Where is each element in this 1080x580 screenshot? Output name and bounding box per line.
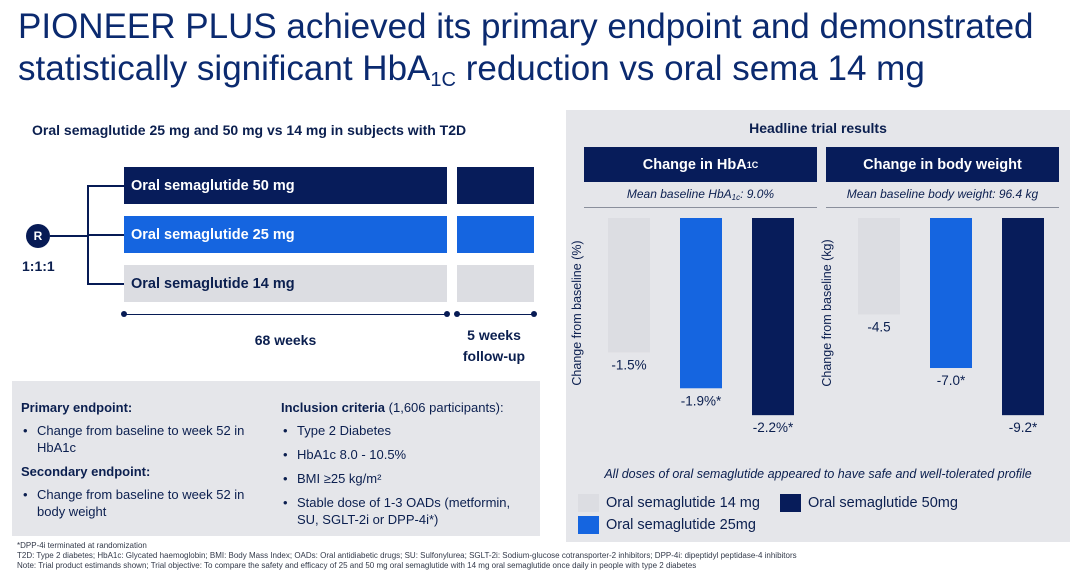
followup-line-2: follow-up [462, 348, 526, 364]
hba1c-baseline-post: : 9.0% [740, 187, 775, 201]
legend-item-14mg: Oral semaglutide 14 mg [578, 494, 760, 512]
footnote-abbreviations: T2D: Type 2 diabetes; HbA1c: Glycated ha… [17, 551, 797, 560]
weight-y-axis-label: Change from baseline (kg) [820, 239, 834, 386]
primary-endpoint-heading: Primary endpoint: [21, 400, 133, 415]
arm-50mg-followup [457, 167, 534, 204]
title-line-2-post: reduction vs oral sema 14 mg [455, 49, 925, 88]
timeline-treatment [124, 314, 447, 315]
followup-duration: 5 weeks follow-up [449, 325, 539, 367]
inclusion-item: HbA1c 8.0 - 10.5% [281, 446, 535, 463]
title-line-1: PIONEER PLUS achieved its primary endpoi… [18, 7, 1034, 46]
weight-bar-label-3: -9.2* [1009, 420, 1038, 435]
endpoints-panel: Primary endpoint: Change from baseline t… [12, 381, 540, 536]
timeline-tick-end [531, 311, 537, 317]
footnote-note: Note: Trial product estimands shown; Tri… [17, 561, 697, 570]
legend-label-50mg: Oral semaglutide 50mg [808, 495, 958, 511]
branch-to-arm-3 [87, 283, 124, 285]
hba1c-bar-1 [608, 218, 650, 353]
secondary-endpoint-item: Change from baseline to week 52 in body … [21, 486, 271, 520]
weight-baseline-rule [826, 207, 1059, 208]
hba1c-chart-header: Change in HbA 1C [584, 147, 817, 182]
title-line-2: statistically significant HbA1C reductio… [18, 48, 1068, 90]
weight-bar-label-1: -4.5 [867, 319, 890, 334]
design-subtitle: Oral semaglutide 25 mg and 50 mg vs 14 m… [32, 122, 467, 138]
inclusion-participants: (1,606 participants): [385, 400, 504, 415]
results-panel: Headline trial results Change in HbA 1C C… [566, 110, 1070, 542]
timeline-tick-start [121, 311, 127, 317]
inclusion-item: Type 2 Diabetes [281, 422, 535, 439]
weight-bar-chart: Change from baseline (kg) -4.5 -7.0* -9.2* [820, 218, 1044, 435]
legend-item-25mg: Oral semaglutide 25mg [578, 516, 756, 534]
safety-note: All doses of oral semaglutide appeared t… [604, 467, 1032, 481]
weight-chart-header: Change in body weight [826, 147, 1059, 182]
timeline-tick-mid [444, 311, 450, 317]
weight-baseline: Mean baseline body weight: 96.4 kg [846, 187, 1039, 201]
weight-bar-1 [858, 218, 900, 315]
inclusion-heading: Inclusion criteria (1,606 participants): [281, 399, 535, 416]
hba1c-bar-label-3: -2.2%* [753, 420, 794, 435]
page-title: PIONEER PLUS achieved its primary endpoi… [18, 6, 1068, 90]
weight-bar-label-2: -7.0* [937, 373, 966, 388]
arm-25mg-followup [457, 216, 534, 253]
footnotes: *DPP-4i terminated at randomization T2D:… [17, 541, 1067, 571]
weight-bar-3 [1002, 218, 1044, 416]
timeline-tick-followup-start [454, 311, 460, 317]
randomization-stem [50, 235, 88, 237]
legend-item-50mg: Oral semaglutide 50mg [780, 494, 958, 512]
legend-swatch-50mg [780, 494, 801, 512]
footnote-dpp4i: *DPP-4i terminated at randomization [17, 541, 147, 550]
secondary-endpoint-heading: Secondary endpoint: [21, 464, 151, 479]
legend-swatch-14mg [578, 494, 599, 512]
inclusion-column: Inclusion criteria (1,606 participants):… [281, 399, 535, 535]
legend-swatch-25mg [578, 516, 599, 534]
legend-label-14mg: Oral semaglutide 14 mg [606, 495, 760, 511]
hba1c-baseline-pre: Mean baseline HbA [626, 187, 732, 201]
hba1c-baseline: Mean baseline HbA1c: 9.0% [584, 187, 817, 202]
arm-14mg: Oral semaglutide 14 mg [124, 265, 447, 302]
hba1c-bar-2 [680, 218, 722, 389]
hba1c-header-text: Change in HbA [642, 156, 747, 173]
hba1c-baseline-rule [584, 207, 817, 208]
randomization-icon: R [26, 224, 50, 248]
arm-14mg-followup [457, 265, 534, 302]
arm-50mg: Oral semaglutide 50 mg [124, 167, 447, 204]
arm-25mg: Oral semaglutide 25 mg [124, 216, 447, 253]
primary-endpoint-item: Change from baseline to week 52 in HbA1c [21, 422, 271, 456]
results-title: Headline trial results [749, 120, 887, 136]
legend-label-25mg: Oral semaglutide 25mg [606, 517, 756, 533]
hba1c-bar-chart: Change from baseline (%) -1.5% -1.9%* -2.2%… [570, 218, 794, 435]
title-line-2-pre: statistically significant HbA [18, 49, 431, 88]
inclusion-item: BMI ≥25 kg/m² [281, 470, 535, 487]
treatment-duration: 68 weeks [254, 332, 317, 348]
title-line-2-sub: 1C [430, 69, 456, 91]
weight-bar-2 [930, 218, 972, 369]
inclusion-item: Stable dose of 1-3 OADs (metformin, SU, … [281, 494, 535, 528]
timeline-followup [457, 314, 534, 315]
branch-to-arm-2 [87, 234, 124, 236]
branch-to-arm-1 [87, 185, 124, 187]
inclusion-heading-label: Inclusion criteria [281, 400, 386, 415]
randomization-ratio: 1:1:1 [22, 258, 55, 274]
followup-line-1: 5 weeks [467, 327, 521, 343]
hba1c-bar-label-1: -1.5% [611, 357, 646, 372]
hba1c-bar-3 [752, 218, 794, 416]
hba1c-bar-label-2: -1.9%* [681, 393, 722, 408]
endpoints-column: Primary endpoint: Change from baseline t… [21, 399, 271, 527]
hba1c-y-axis-label: Change from baseline (%) [570, 240, 584, 385]
hba1c-baseline-sub: 1c [731, 193, 741, 202]
